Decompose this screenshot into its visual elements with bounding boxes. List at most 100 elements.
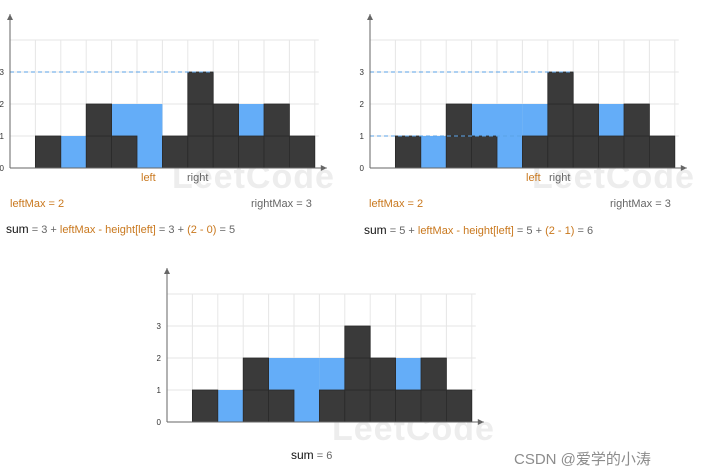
bar-cell (598, 135, 625, 169)
y-tick-label: 2 (0, 100, 5, 109)
bar-cell (344, 325, 371, 359)
bar-cell (85, 135, 112, 169)
chart-panel-2: 0 1 2 3 (360, 14, 687, 173)
sum-part: leftMax - height[left] (417, 225, 514, 237)
y-tick-label: 0 (360, 164, 365, 173)
water-cell (319, 358, 345, 390)
sum-part: = 5 (216, 224, 236, 236)
bar-cell (572, 103, 599, 137)
water-cell (522, 104, 548, 136)
bar-cell (471, 135, 498, 169)
y-axis-arrow (164, 268, 170, 274)
sum-part: = 3 + (28, 224, 60, 236)
sum-part: = 3 + (155, 224, 188, 236)
chart-panel-1: 0 1 2 3 (0, 14, 327, 173)
sum-value: = 6 (316, 450, 333, 462)
bar-cell (187, 135, 214, 169)
bar-cell (344, 357, 371, 391)
y-tick-label: 2 (157, 354, 162, 363)
y-tick-label: 3 (0, 68, 5, 77)
credit-label: CSDN @爱学的小涛 (514, 451, 651, 468)
sum-part: = 5 + (513, 225, 546, 237)
bar-cell (395, 389, 422, 423)
bar-cell (212, 103, 239, 137)
bar-cell (238, 135, 265, 169)
bar-cell (420, 357, 447, 391)
water-cell (238, 104, 264, 136)
sum-word: sum (364, 223, 387, 237)
sum-part: = 6 (574, 225, 594, 237)
sum-word: sum (6, 222, 29, 236)
water-cell (471, 104, 497, 136)
x-axis-arrow (477, 419, 484, 425)
y-tick-label: 3 (157, 322, 162, 331)
bar-cell (420, 389, 447, 423)
water-cell (395, 358, 421, 390)
bar-cell (318, 389, 346, 423)
bar-cell (395, 135, 422, 169)
sum-formula-2: sum = 5 + leftMax - height[left] = 5 + (… (364, 223, 593, 237)
sum-part: (2 - 0) (187, 224, 217, 236)
y-tick-label: 2 (360, 100, 365, 109)
y-axis-arrow (7, 14, 13, 20)
right-max-label-1: rightMax = 3 (251, 198, 312, 210)
water-cell (60, 136, 87, 168)
right-pointer-label-1: right (187, 172, 209, 184)
left-pointer-label-1: left (141, 172, 156, 184)
bar-cell (369, 357, 396, 391)
sum-part: leftMax - height[left] (59, 224, 156, 236)
water-cell (137, 104, 163, 168)
water-cell (598, 104, 624, 136)
bar-cell (369, 389, 396, 423)
bar-cell (547, 71, 574, 105)
bar-cell (344, 389, 371, 423)
bar-cell (623, 103, 650, 137)
bar-cell (212, 135, 239, 169)
right-pointer-label-2: right (549, 172, 571, 184)
bar-cell (445, 103, 472, 137)
water-cell (111, 104, 137, 136)
bar-cell (35, 135, 62, 169)
bar-cell (547, 103, 574, 137)
bar-cell (161, 135, 189, 169)
bar-cell (547, 135, 574, 169)
sum-formula-1: sum = 3 + leftMax - height[left] = 3 + (… (6, 222, 235, 236)
y-tick-label: 0 (0, 164, 5, 173)
chart-panel-3: 0 1 2 3 (157, 268, 484, 427)
bar-cell (187, 71, 214, 105)
x-axis-arrow (320, 165, 327, 171)
x-axis-arrow (680, 165, 687, 171)
left-max-label-1: leftMax = 2 (10, 198, 65, 210)
bar-cell (111, 135, 138, 169)
bar-cell (288, 135, 316, 169)
left-pointer-label-2: left (526, 172, 541, 184)
water-cell (294, 358, 320, 422)
left-max-label-2: leftMax = 2 (369, 198, 424, 210)
bar-cell (521, 135, 549, 169)
bar-cell (623, 135, 650, 169)
water-cell (268, 358, 294, 390)
y-axis-arrow (367, 14, 373, 20)
y-tick-label: 0 (157, 418, 162, 427)
y-tick-label: 1 (157, 386, 162, 395)
sum-part: = 5 + (386, 225, 418, 237)
water-cell (217, 390, 244, 422)
sum-formula-3: sum = 6 (291, 448, 332, 462)
bar-cell (192, 389, 219, 423)
bar-cell (187, 103, 214, 137)
y-tick-label: 3 (360, 68, 365, 77)
bar-cell (572, 135, 599, 169)
bar-cell (242, 357, 269, 391)
right-max-label-2: rightMax = 3 (610, 198, 671, 210)
bar-cell (263, 103, 290, 137)
y-tick-label: 1 (360, 132, 365, 141)
bar-cell (445, 389, 473, 423)
sum-word: sum (291, 448, 314, 462)
bar-cell (648, 135, 676, 169)
y-tick-label: 1 (0, 132, 5, 141)
bar-cell (268, 389, 295, 423)
water-cell (420, 136, 447, 168)
bar-cell (85, 103, 112, 137)
sum-part: (2 - 1) (545, 225, 575, 237)
bar-cell (263, 135, 290, 169)
